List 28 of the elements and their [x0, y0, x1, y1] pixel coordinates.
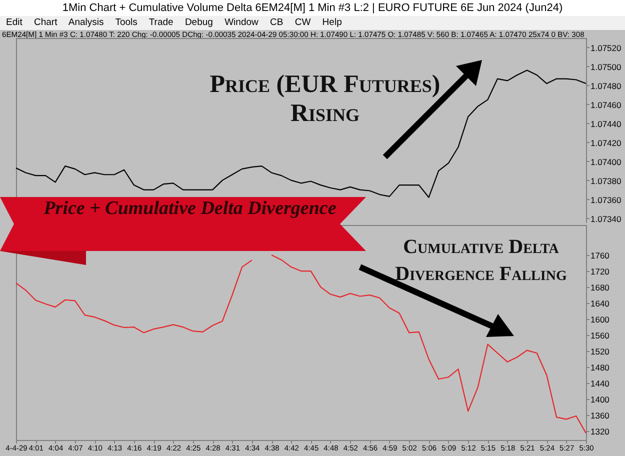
y-tick-label: 1320 — [590, 426, 610, 437]
y-tick-label: 1360 — [590, 410, 610, 421]
text: Edit Chart Analysis Tools Trade Debug Window CB CW Help — [0, 16, 625, 30]
annotation: Price + Cumulative Delta Divergence — [42, 197, 338, 221]
y-tick-label: 1.07500 — [590, 62, 622, 72]
y-tick-label: 1680 — [590, 282, 610, 293]
y-tick-label: 1560 — [590, 330, 610, 341]
y-tick-label: 1520 — [590, 346, 610, 357]
y-tick-label: 1.07440 — [590, 118, 622, 129]
y-tick-label: 1720 — [590, 266, 610, 277]
y-tick-label: 1640 — [590, 298, 610, 309]
annotation: Cumulative Delta Divergence Falling — [394, 235, 568, 287]
y-tick-label: 1440 — [590, 378, 610, 389]
y-tick-label: 1.07520 — [590, 42, 622, 53]
y-tick-label: 1.07420 — [590, 138, 622, 148]
y-tick-label: 1.07480 — [590, 80, 622, 91]
y-tick-label: 1600 — [590, 314, 610, 325]
y-tick-label: 1.07380 — [590, 176, 622, 186]
y-tick-label: 1.07400 — [590, 156, 622, 167]
y-tick-label: 1.07340 — [590, 214, 622, 224]
line-series — [15, 70, 587, 198]
y-tick-label: 1480 — [590, 362, 610, 373]
y-tick-label: 1.07360 — [590, 194, 622, 205]
chart-title: 1Min Chart + Cumulative Volume Delta 6EM24[M] 1 Min #3 L:2 | EURO FUTURE 6E Jun 2024 (Jun24) — [0, 0, 625, 16]
y-tick-label: 1400 — [590, 394, 610, 405]
annotation: Price (EUR Futures) Rising — [208, 70, 442, 128]
y-tick-label: 1760 — [590, 250, 610, 261]
y-tick-label: 1.07460 — [590, 100, 622, 110]
